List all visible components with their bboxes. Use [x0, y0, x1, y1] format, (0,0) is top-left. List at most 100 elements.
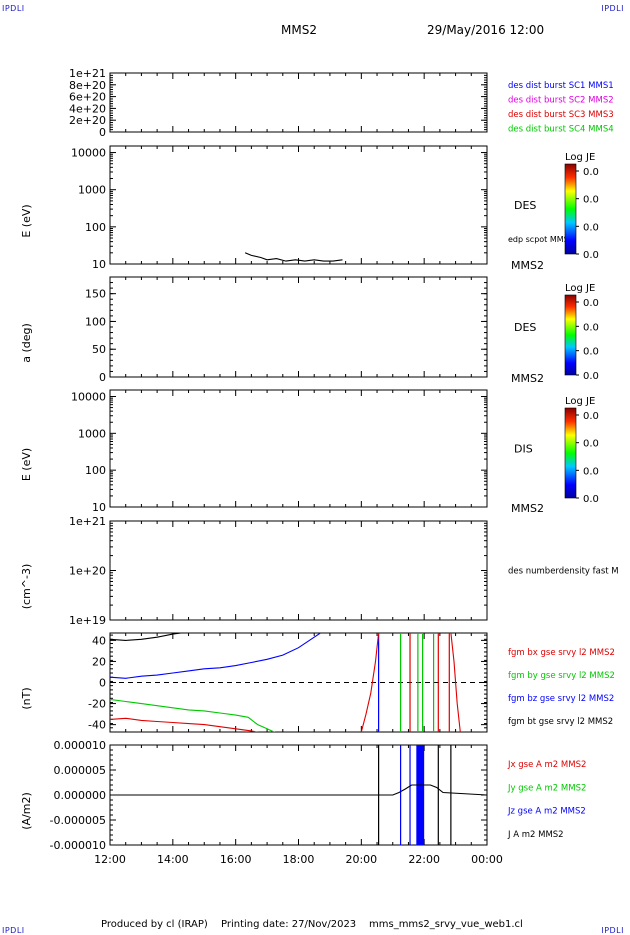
panel6-series-line: [110, 698, 276, 732]
panel5-ytick-label: 1e+19: [69, 614, 106, 627]
panel5-frame: [109, 520, 488, 621]
panel4-colorbar-tick-label: 0.0: [583, 466, 599, 477]
panel3-ylabel: a (deg): [20, 323, 33, 363]
panel6-ytick-label: 0: [99, 677, 106, 690]
panel6-legend-label: fgm bt gse srvy l2 MMS2: [508, 717, 613, 727]
panel7-data: [110, 745, 487, 845]
panel1-ytick-label: 1e+21: [69, 67, 106, 80]
panel7-band: [416, 745, 425, 845]
panel2-ytick-label: 100: [85, 221, 106, 234]
panel7-ytick-label: -0.000010: [50, 839, 106, 852]
panel2-series-line: [244, 252, 343, 262]
panel2-sublabel: MMS2: [511, 259, 544, 272]
date-title: 29/May/2016 12:00: [427, 23, 545, 37]
panel5-ytick-label: 1e+20: [69, 565, 106, 578]
panel7-ytick-label: 0.000005: [54, 764, 107, 777]
panel7-legend-label: Jy gse A m2 MMS2: [507, 783, 586, 793]
panel5-ylabel: (cm^-3): [20, 564, 33, 610]
panel3-colorbar-tick-label: 0.0: [583, 347, 599, 358]
footer-printing-date: Printing date: 27/Nov/2023: [221, 919, 357, 930]
panel4-ylabel: E (eV): [20, 448, 33, 481]
panel6-series-line: [360, 633, 380, 732]
x-tick-label: 00:00: [471, 853, 503, 866]
panel4-colorbar-tick-label: 0.0: [583, 494, 599, 505]
footer-filename: mms_mms2_srvy_vue_web1.cl: [369, 919, 523, 930]
panel6-legend-label: fgm bx gse srvy l2 MMS2: [508, 648, 615, 658]
x-tick-label: 18:00: [283, 853, 315, 866]
panel6-series-line: [450, 633, 461, 732]
panel6-data: [110, 633, 461, 732]
panel6-legend-label: fgm by gse srvy l2 MMS2: [508, 671, 615, 681]
panel6-ytick-label: 20: [92, 655, 106, 668]
panel6-ytick-label: -40: [88, 719, 106, 732]
panel7-ytick-label: -0.000005: [50, 814, 106, 827]
panel4-colorbar: [564, 407, 577, 499]
x-tick-label: 22:00: [408, 853, 440, 866]
panel3-frame: [109, 276, 488, 378]
panel2-colorbar-tick-label: 0.0: [583, 167, 599, 178]
panel5-ytick-label: 1e+21: [69, 515, 106, 528]
panel2-colorbar-tick-label: 0.0: [583, 250, 599, 261]
x-tick-label: 20:00: [345, 853, 377, 866]
panel1-ytick-label: 0: [99, 126, 106, 139]
panel1-legend-label: des dist burst SC2 MMS2: [508, 96, 614, 106]
panel4-frame: [109, 389, 488, 508]
panel4-label: DIS: [514, 443, 533, 456]
panel2-extra-label: edp scpot MMS2: [508, 235, 574, 244]
panel2-data: [244, 252, 343, 262]
panel6-ytick-label: -20: [88, 698, 106, 711]
logo-right: IPDLI: [601, 4, 624, 13]
panel1-legend-label: des dist burst SC3 MMS3: [508, 110, 614, 120]
logo-left: IPDLI: [2, 4, 25, 13]
panel4-sublabel: MMS2: [511, 502, 544, 515]
panel4-ytick-label: 1000: [78, 427, 106, 440]
panel6-ylabel: (nT): [20, 687, 33, 709]
panel2-colorbar-tick-label: 0.0: [583, 222, 599, 233]
spacecraft-title: MMS2: [281, 23, 317, 37]
panel3-ytick-label: 0: [99, 371, 106, 384]
panel1-ytick-label: 4e+20: [69, 102, 106, 115]
panel3-colorbar-tick-label: 0.0: [583, 371, 599, 382]
x-tick-label: 16:00: [220, 853, 252, 866]
panel3-ytick-label: 150: [85, 288, 106, 301]
panel3-ytick-label: 100: [85, 315, 106, 328]
panel6-legend-label: fgm bz gse srvy l2 MMS2: [508, 694, 614, 704]
footer-logo-right: IPDLI: [601, 926, 624, 935]
panel3-ytick-label: 50: [92, 343, 106, 356]
panel7-legend-label: Jz gse A m2 MMS2: [507, 807, 586, 817]
panel2-colorbar: [564, 163, 577, 255]
panel4-ytick-label: 10: [92, 501, 106, 514]
panel1-legend-label: des dist burst SC4 MMS4: [508, 125, 614, 135]
panel1-frame: [109, 72, 488, 133]
panel2-colorbar-tick-label: 0.0: [583, 195, 599, 206]
footer-logo-left: IPDLI: [2, 926, 25, 935]
panel4-ytick-label: 10000: [71, 390, 106, 403]
panel2-label: DES: [514, 199, 536, 212]
footer-produced-by: Produced by cl (IRAP): [101, 919, 208, 930]
panel1-ytick-label: 2e+20: [69, 114, 106, 127]
panel7-ytick-label: 0.000010: [54, 739, 107, 752]
panel7-series-line: [110, 784, 487, 796]
x-tick-label: 12:00: [94, 853, 126, 866]
panel2-ytick-label: 1000: [78, 184, 106, 197]
panel1-ytick-label: 8e+20: [69, 79, 106, 92]
panel2-ylabel: E (eV): [20, 204, 33, 237]
panel3-colorbar-tick-label: 0.0: [583, 298, 599, 309]
panel2-ytick-label: 10: [92, 258, 106, 271]
x-tick-label: 14:00: [157, 853, 189, 866]
panel7-legend-label: Jx gse A m2 MMS2: [507, 760, 586, 770]
panel7-ylabel: (A/m2): [20, 792, 33, 830]
panel3-colorbar-tick-label: 0.0: [583, 322, 599, 333]
panel6-series-line: [110, 633, 185, 641]
panel4-colorbar-title: Log JE: [565, 396, 595, 407]
panel6-series-line: [110, 633, 322, 679]
panel6-series-line: [110, 717, 259, 732]
panel2-ytick-label: 10000: [71, 147, 106, 160]
panel7-ytick-label: 0.000000: [54, 789, 107, 802]
panel2-colorbar-title: Log JE: [565, 152, 595, 163]
panel1-ytick-label: 6e+20: [69, 91, 106, 104]
panel4-colorbar-tick-label: 0.0: [583, 439, 599, 450]
panel5-legend-label: des numberdensity fast M: [508, 567, 619, 577]
panel1-legend-label: des dist burst SC1 MMS1: [508, 81, 614, 91]
